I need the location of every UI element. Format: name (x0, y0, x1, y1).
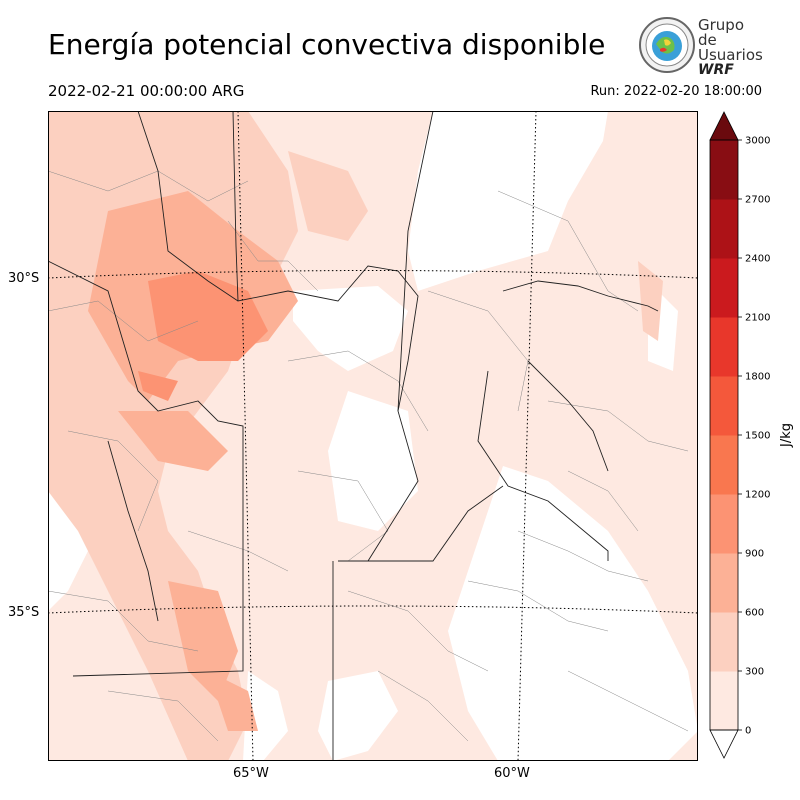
colorbar-unit-label: J/kg (779, 423, 794, 448)
colorbar-tick-label: 600 (745, 608, 764, 619)
colorbar-extend-min (709, 729, 739, 759)
graticule (48, 111, 698, 761)
lat-label-30s: 30°S (8, 271, 40, 286)
colorbar-bin (710, 140, 738, 200)
logo-line-2: Usuarios (698, 46, 763, 64)
map-title: Energía potencial convectiva disponible (48, 28, 606, 61)
lat-label-35s: 35°S (8, 605, 40, 620)
colorbar-bin (710, 376, 738, 436)
colorbar-tick-label: 1200 (745, 490, 770, 501)
wrf-logo: Grupo de Usuarios WRF (638, 16, 763, 78)
colorbar-bin (710, 199, 738, 259)
colorbar-tick-label: 2100 (745, 313, 770, 324)
lon-label-60w: 60°W (494, 766, 530, 781)
globe-logo-icon (639, 17, 695, 73)
valid-time: 2022-02-21 00:00:00 ARG (48, 82, 245, 100)
colorbar-bin (710, 258, 738, 318)
colorbar-bin (710, 494, 738, 554)
colorbar-tick-label: 2400 (745, 254, 770, 265)
lon-label-65w: 65°W (233, 766, 269, 781)
colorbar-bin (710, 317, 738, 377)
colorbar-bin (710, 612, 738, 672)
logo-line-1: Grupo de (698, 16, 744, 49)
colorbar-tick-label: 300 (745, 667, 764, 678)
colorbar-extend-max (709, 111, 739, 141)
colorbar-tick-label: 1800 (745, 372, 770, 383)
run-time: Run: 2022-02-20 18:00:00 (590, 84, 762, 99)
colorbar-bin (710, 671, 738, 731)
colorbar-tick-label: 900 (745, 549, 764, 560)
colorbar: 0 300 600 900 1200 1500 1800 2100 2400 2700 3000 J/… (709, 111, 794, 759)
province-boundaries (48, 111, 659, 761)
colorbar-tick-label: 3000 (745, 136, 770, 147)
colorbar-bin (710, 553, 738, 613)
colorbar-tick-label: 2700 (745, 195, 770, 206)
colorbar-tick-label: 1500 (745, 431, 770, 442)
cape-map (48, 111, 698, 761)
colorbar-tick-label: 0 (745, 726, 751, 737)
colorbar-bin (710, 435, 738, 495)
logo-line-3: WRF (698, 62, 734, 78)
map-frame (48, 111, 698, 761)
